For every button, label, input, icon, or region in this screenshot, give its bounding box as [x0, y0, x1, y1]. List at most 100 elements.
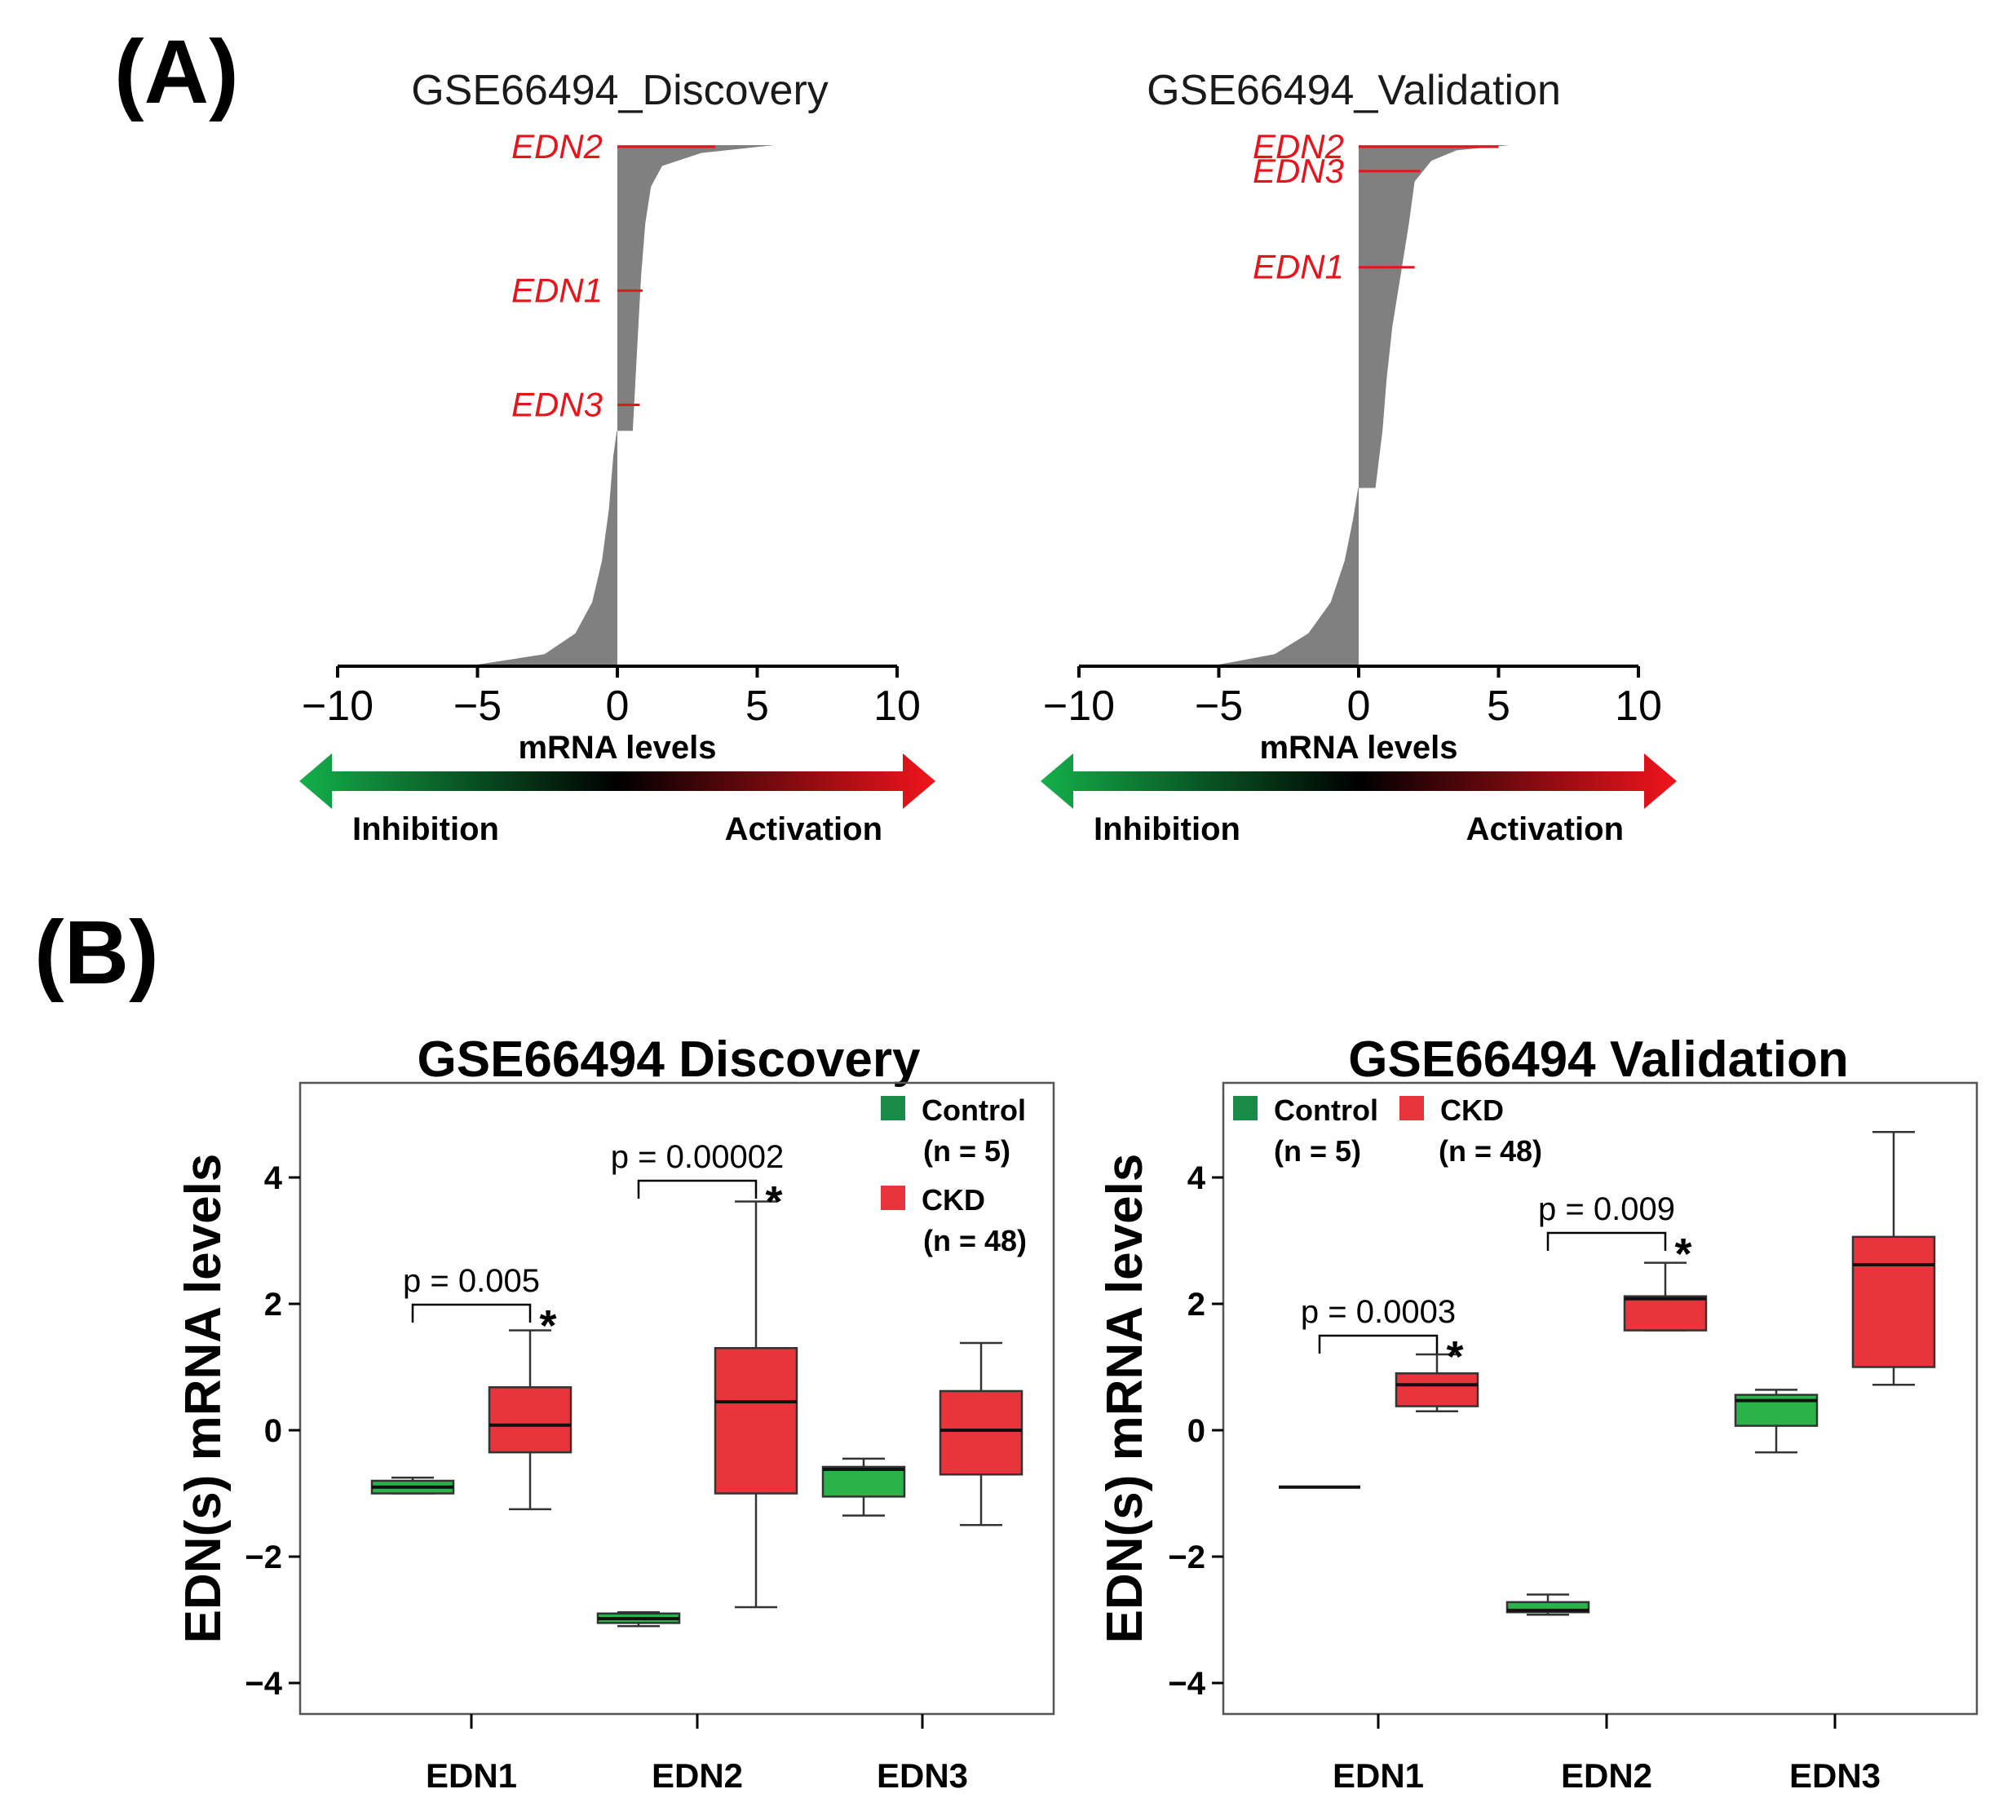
- comparison-edn1: p = 0.0003*: [1301, 1294, 1464, 1381]
- y-axis-label: EDN(s) mRNA levels: [175, 1154, 232, 1644]
- y-tick-label: 0: [1187, 1413, 1205, 1449]
- box-iqr: [821, 1465, 906, 1498]
- comparison-edn2: p = 0.00002*: [611, 1139, 784, 1226]
- box-iqr: [488, 1386, 573, 1454]
- y-tick-label: −2: [245, 1539, 282, 1575]
- x-tick-label: −10: [302, 682, 374, 730]
- chart-title: GSE66494_Discovery: [411, 67, 829, 114]
- category-label-edn2: EDN2: [1561, 1756, 1652, 1795]
- legend-swatch-control: [881, 1096, 905, 1120]
- box-ckd-edn2: [1623, 1261, 1708, 1332]
- category-label-edn3: EDN3: [1789, 1756, 1881, 1795]
- category-label-edn3: EDN3: [877, 1756, 968, 1795]
- p-value-label: p = 0.0003: [1301, 1294, 1456, 1330]
- y-tick-label: 0: [264, 1413, 282, 1449]
- boxplot-chart-2: GSE66494 Validation EDN(s) mRNA levels 4 2 0…: [1097, 1031, 1978, 1795]
- box-control-edn2: [596, 1610, 681, 1628]
- box-ckd-edn3: [939, 1341, 1023, 1526]
- legend: Control (n = 5) CKD (n = 48): [881, 1093, 1027, 1257]
- x-axis-label: mRNA levels: [1259, 730, 1457, 766]
- box-ckd-edn3: [1851, 1130, 1936, 1386]
- plot-frame: [298, 1081, 1055, 1716]
- significance-star: *: [1674, 1230, 1691, 1279]
- inhibition-label: Inhibition: [352, 811, 499, 847]
- y-tick-label: 4: [1187, 1160, 1206, 1196]
- category-label-edn1: EDN1: [426, 1756, 517, 1795]
- box-ckd-edn1: [488, 1329, 573, 1511]
- gene-label-edn1: EDN1: [511, 271, 603, 309]
- box-iqr: [1395, 1372, 1479, 1407]
- significance-star: *: [539, 1301, 556, 1350]
- waterfall-chart-1: GSE66494_Discovery EDN2 EDN1 EDN3 −10 −5 0 5 10 m…: [299, 67, 935, 847]
- legend: Control (n = 5) CKD (n = 48): [1233, 1093, 1542, 1168]
- significance-bracket: [1318, 1334, 1439, 1354]
- box-ckd-edn1: [1395, 1353, 1479, 1412]
- box-iqr: [714, 1347, 798, 1495]
- x-tick-label: 10: [873, 682, 921, 730]
- regulation-arrow: [1041, 753, 1677, 809]
- x-tick-label: −5: [1195, 682, 1243, 730]
- x-tick-label: 5: [745, 682, 769, 730]
- legend-n-control: (n = 5): [923, 1134, 1010, 1168]
- comparison-edn1: p = 0.005*: [403, 1263, 556, 1350]
- box-control-edn3: [821, 1457, 906, 1517]
- legend-label-ckd: CKD: [922, 1183, 985, 1217]
- x-tick-label: 0: [606, 682, 630, 730]
- box-ckd-edn2: [714, 1200, 798, 1609]
- p-value-label: p = 0.009: [1538, 1191, 1675, 1227]
- box-iqr: [939, 1389, 1023, 1476]
- p-value-label: p = 0.005: [403, 1263, 540, 1299]
- chart-title: GSE66494 Discovery: [418, 1031, 921, 1088]
- chart-title: GSE66494_Validation: [1147, 67, 1561, 114]
- legend-label-control: Control: [1274, 1093, 1378, 1127]
- significance-star: *: [1446, 1332, 1463, 1381]
- panel-b: GSE66494 Discovery EDN(s) mRNA levels 4 2 0 −…: [175, 1031, 1978, 1795]
- waterfall-area: [1218, 145, 1510, 665]
- box-iqr: [1851, 1235, 1936, 1368]
- panel-a-label: (A): [114, 22, 239, 122]
- plot-frame: [1222, 1081, 1978, 1716]
- gene-label-edn2: EDN2: [1253, 127, 1344, 166]
- activation-label: Activation: [1466, 811, 1624, 847]
- gene-label-edn2: EDN2: [511, 127, 603, 166]
- regulation-arrow: [299, 753, 935, 809]
- significance-bracket: [411, 1303, 532, 1323]
- y-axis-label: EDN(s) mRNA levels: [1097, 1154, 1153, 1644]
- x-tick-label: 0: [1347, 682, 1371, 730]
- box-iqr: [1623, 1295, 1708, 1332]
- comparison-edn2: p = 0.009*: [1538, 1191, 1691, 1279]
- gene-label-edn1: EDN1: [1253, 248, 1344, 286]
- box-control-edn1: [370, 1476, 455, 1495]
- x-tick-label: 10: [1615, 682, 1662, 730]
- p-value-label: p = 0.00002: [611, 1139, 784, 1175]
- legend-n-ckd: (n = 48): [1439, 1134, 1542, 1168]
- box-control-edn3: [1734, 1389, 1819, 1454]
- panel-a: GSE66494_Discovery EDN2 EDN1 EDN3 −10 −5 0 5 10 m…: [299, 67, 1677, 847]
- gene-label-edn3: EDN3: [1253, 152, 1344, 190]
- x-tick-label: 5: [1487, 682, 1510, 730]
- x-axis-label: mRNA levels: [518, 730, 716, 766]
- y-tick-label: −4: [1168, 1666, 1205, 1702]
- chart-title: GSE66494 Validation: [1348, 1031, 1848, 1088]
- legend-label-ckd: CKD: [1440, 1093, 1504, 1127]
- significance-bracket: [637, 1179, 758, 1199]
- x-tick-label: −10: [1043, 682, 1115, 730]
- y-tick-label: −2: [1168, 1539, 1205, 1575]
- legend-n-control: (n = 5): [1274, 1134, 1361, 1168]
- legend-swatch-ckd: [1399, 1096, 1424, 1120]
- panel-b-label: (B): [34, 903, 159, 1003]
- significance-bracket: [1546, 1231, 1667, 1251]
- legend-n-ckd: (n = 48): [923, 1224, 1027, 1257]
- category-label-edn1: EDN1: [1333, 1756, 1424, 1795]
- significance-star: *: [765, 1177, 782, 1226]
- legend-label-control: Control: [922, 1093, 1026, 1127]
- legend-swatch-control: [1233, 1096, 1258, 1120]
- activation-label: Activation: [725, 811, 882, 847]
- y-tick-label: 4: [264, 1160, 283, 1196]
- inhibition-label: Inhibition: [1094, 811, 1240, 847]
- legend-swatch-ckd: [881, 1186, 905, 1210]
- y-tick-label: −4: [245, 1666, 282, 1702]
- gene-label-edn3: EDN3: [511, 386, 603, 424]
